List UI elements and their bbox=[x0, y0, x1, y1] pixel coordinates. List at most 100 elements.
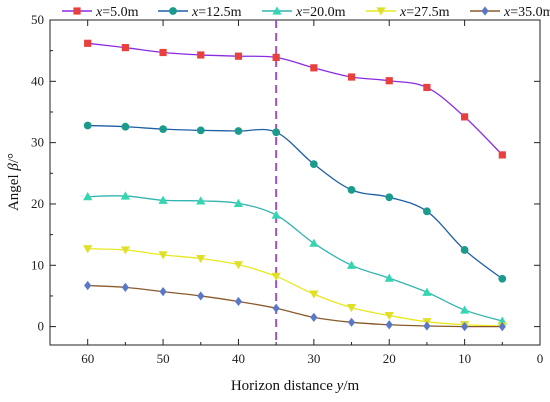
data-point bbox=[84, 280, 92, 291]
data-point bbox=[309, 160, 318, 169]
legend-item: x=27.5m bbox=[366, 5, 450, 20]
legend-label: x=27.5m bbox=[399, 5, 450, 20]
data-point bbox=[233, 198, 244, 207]
legend-label: x=12.5m bbox=[191, 5, 242, 20]
data-point bbox=[385, 77, 393, 85]
data-point bbox=[498, 322, 506, 332]
data-point bbox=[385, 320, 393, 330]
legend-item: x=12.5m bbox=[158, 5, 242, 20]
data-point bbox=[347, 185, 356, 194]
data-point bbox=[384, 311, 394, 321]
data-point bbox=[310, 64, 318, 72]
data-point bbox=[271, 272, 281, 281]
data-point bbox=[384, 273, 394, 282]
y-tick-label: 50 bbox=[31, 12, 44, 27]
data-point bbox=[460, 246, 469, 254]
series-4 bbox=[83, 245, 507, 331]
data-point bbox=[197, 51, 205, 59]
data-point bbox=[461, 322, 469, 332]
data-point bbox=[309, 238, 319, 247]
legend-swatch-marker bbox=[481, 6, 489, 16]
data-point bbox=[234, 296, 243, 307]
x-tick-label: 10 bbox=[458, 351, 471, 366]
data-point bbox=[346, 303, 357, 313]
legend-item: x=20.0m bbox=[262, 5, 346, 20]
data-point bbox=[423, 83, 431, 92]
data-point bbox=[158, 251, 168, 260]
series-line bbox=[87, 248, 503, 327]
data-point bbox=[121, 282, 129, 292]
data-point bbox=[120, 246, 130, 255]
x-tick-label: 0 bbox=[537, 351, 544, 366]
data-point bbox=[159, 48, 167, 57]
data-point bbox=[423, 207, 431, 216]
legend-swatch-marker bbox=[73, 7, 81, 15]
x-tick-label: 40 bbox=[232, 351, 245, 366]
data-point bbox=[196, 254, 206, 264]
series-line bbox=[87, 124, 503, 280]
data-point bbox=[272, 303, 280, 313]
legend-swatch-marker bbox=[376, 7, 386, 16]
legend-label: x=5.0m bbox=[95, 5, 139, 20]
data-point bbox=[197, 291, 205, 301]
y-tick-label: 40 bbox=[31, 73, 44, 88]
data-point bbox=[271, 210, 281, 219]
plot-frame bbox=[49, 19, 541, 346]
data-point bbox=[121, 43, 129, 52]
series-line bbox=[87, 284, 503, 328]
series-line bbox=[87, 42, 503, 156]
data-point bbox=[310, 312, 318, 323]
legend-item: x=5.0m bbox=[62, 5, 139, 20]
data-point bbox=[346, 260, 357, 269]
y-axis-title: Angel β/° bbox=[6, 153, 22, 211]
data-point bbox=[158, 195, 168, 204]
series-2 bbox=[83, 121, 507, 283]
legend-swatch-marker bbox=[272, 6, 282, 15]
y-tick-label: 0 bbox=[38, 319, 45, 334]
series-5 bbox=[84, 280, 506, 332]
data-point bbox=[385, 193, 394, 202]
x-tick-label: 50 bbox=[157, 351, 170, 366]
data-point bbox=[196, 196, 206, 205]
data-point bbox=[498, 151, 506, 159]
x-axis-title: Horizon distance y/m bbox=[231, 378, 360, 394]
y-tick-label: 30 bbox=[31, 135, 44, 150]
axes-layer: 60 50 40 30 20 10 0 0 10 20 30 40 50 bbox=[31, 12, 543, 366]
x-tick-label: 20 bbox=[383, 351, 396, 366]
data-point bbox=[309, 290, 319, 299]
data-point bbox=[423, 321, 431, 331]
series-3 bbox=[83, 191, 507, 325]
legend-swatch-marker bbox=[169, 7, 177, 15]
data-point bbox=[498, 274, 507, 283]
data-point bbox=[120, 191, 130, 200]
data-point bbox=[422, 287, 432, 296]
legend-label: x=20.0m bbox=[295, 5, 346, 20]
series-line bbox=[87, 195, 503, 322]
legend-label: x=35.0m bbox=[503, 5, 550, 20]
y-tick-label: 10 bbox=[31, 257, 44, 272]
data-point bbox=[272, 53, 280, 62]
data-point bbox=[347, 317, 356, 327]
data-point bbox=[196, 126, 205, 135]
data-point bbox=[233, 261, 244, 270]
y-tick-label: 20 bbox=[31, 196, 44, 211]
data-point bbox=[347, 73, 356, 81]
data-point bbox=[83, 192, 93, 201]
data-point bbox=[460, 305, 470, 314]
data-point bbox=[234, 127, 243, 135]
x-tick-label: 30 bbox=[307, 351, 320, 366]
data-point bbox=[121, 122, 130, 131]
data-point bbox=[84, 39, 92, 47]
data-point bbox=[159, 287, 167, 297]
data-point bbox=[83, 245, 93, 254]
legend-item: x=35.0m bbox=[470, 5, 550, 20]
data-point bbox=[234, 52, 243, 60]
data-point bbox=[272, 128, 281, 137]
x-tick-label: 60 bbox=[81, 351, 94, 366]
series-1 bbox=[84, 39, 506, 159]
data-point bbox=[83, 121, 92, 130]
legend: x=5.0m x=12.5m x=20.0m x=27.5m x=35.0m bbox=[62, 5, 550, 20]
data-point bbox=[159, 125, 167, 134]
